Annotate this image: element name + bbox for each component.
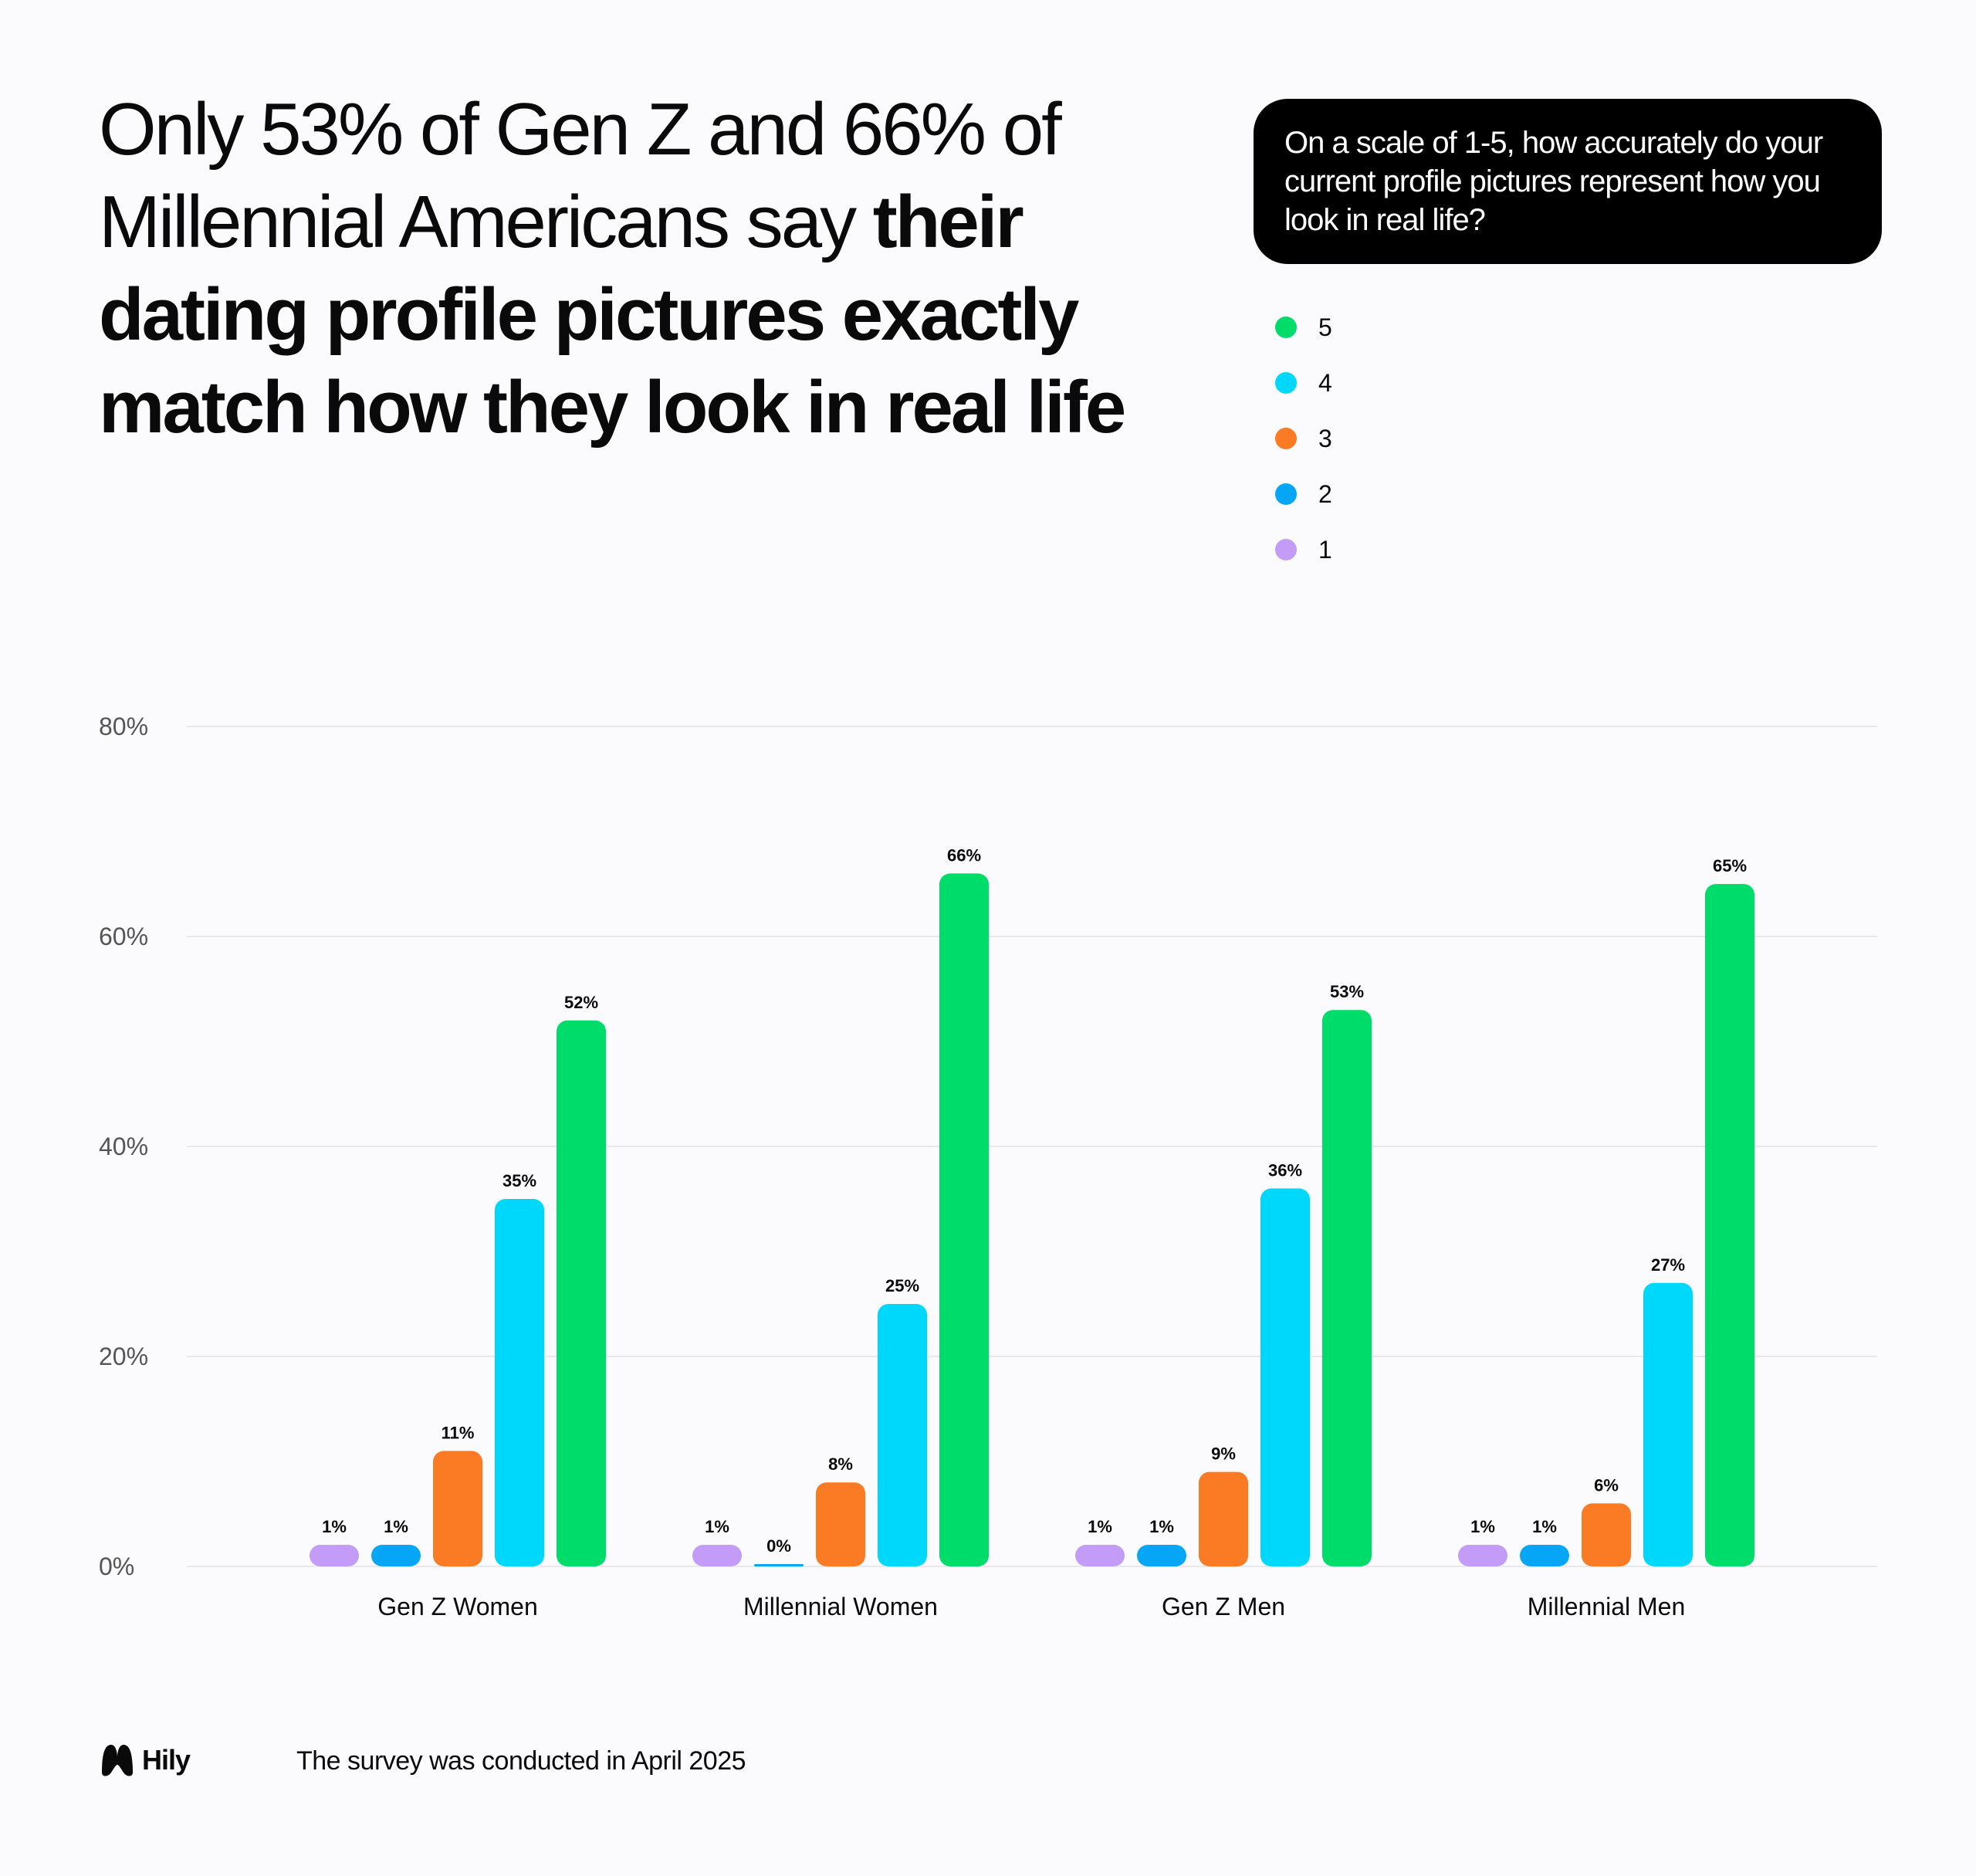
legend-label-3: 3	[1318, 424, 1332, 452]
hily-logo-icon	[102, 1745, 133, 1776]
data-label: 1%	[705, 1517, 729, 1536]
data-label: 6%	[1594, 1475, 1619, 1495]
bar	[310, 1545, 359, 1566]
y-tick-label: 0%	[99, 1553, 134, 1580]
survey-note: The survey was conducted in April 2025	[296, 1746, 746, 1776]
bar	[1458, 1545, 1507, 1566]
data-label: 53%	[1330, 982, 1364, 1001]
data-label: 36%	[1268, 1160, 1302, 1180]
bar	[816, 1482, 865, 1566]
category-label: Gen Z Men	[1162, 1593, 1285, 1620]
question-box: On a scale of 1-5, how accurately do you…	[1254, 99, 1882, 264]
y-tick-label: 20%	[99, 1343, 148, 1370]
legend-label-4: 4	[1318, 368, 1332, 397]
data-label: 65%	[1713, 856, 1747, 875]
data-label: 52%	[564, 993, 598, 1012]
bar	[371, 1545, 421, 1566]
headline-bold: their dating profile pictures exactly ma…	[99, 181, 1126, 449]
data-label: 1%	[1149, 1517, 1174, 1536]
legend-item-4: 4	[1275, 355, 1332, 411]
bar-chart: 0% 20% 40% 60% 80% 1% 1% 11% 35% 52% Gen Z Women 1%…	[99, 713, 1877, 1620]
bar	[754, 1564, 804, 1566]
y-tick-label: 60%	[99, 923, 148, 950]
legend-item-1: 1	[1275, 522, 1332, 577]
legend-label-2: 2	[1318, 479, 1332, 508]
headline: Only 53% of Gen Z and 66% of Millennial …	[99, 83, 1210, 454]
data-label: 0%	[766, 1536, 791, 1556]
legend-item-3: 3	[1275, 411, 1332, 466]
bar	[692, 1545, 742, 1566]
data-label: 9%	[1211, 1444, 1236, 1464]
category-label: Gen Z Women	[377, 1593, 537, 1620]
legend-item-5: 5	[1275, 300, 1332, 355]
bar	[1199, 1471, 1248, 1566]
legend-dot-4	[1275, 372, 1297, 394]
category-label: Millennial Men	[1528, 1593, 1686, 1620]
data-label: 25%	[885, 1276, 919, 1295]
bar	[1322, 1010, 1372, 1566]
legend-label-5: 5	[1318, 313, 1332, 341]
legend-dot-5	[1275, 317, 1297, 338]
bar	[1520, 1545, 1569, 1566]
data-label: 27%	[1651, 1255, 1685, 1275]
bar	[557, 1020, 606, 1566]
bar	[1260, 1188, 1310, 1566]
data-label: 1%	[384, 1517, 408, 1536]
bar	[1075, 1545, 1125, 1566]
legend-dot-1	[1275, 539, 1297, 560]
category-label: Millennial Women	[743, 1593, 938, 1620]
y-tick-label: 80%	[99, 713, 148, 740]
legend: 5 4 3 2 1	[1275, 300, 1332, 577]
brand-name: Hily	[142, 1744, 191, 1776]
data-label: 1%	[322, 1517, 347, 1536]
legend-dot-3	[1275, 428, 1297, 449]
data-label: 8%	[828, 1454, 853, 1474]
legend-item-2: 2	[1275, 466, 1332, 522]
bar	[1137, 1545, 1186, 1566]
data-label: 35%	[502, 1171, 536, 1190]
bar	[1582, 1503, 1631, 1566]
data-label: 1%	[1532, 1517, 1557, 1536]
data-label: 66%	[947, 845, 981, 865]
data-label: 1%	[1088, 1517, 1112, 1536]
y-tick-label: 40%	[99, 1133, 148, 1160]
legend-label-1: 1	[1318, 535, 1332, 564]
brand-logo: Hily	[99, 1742, 191, 1779]
bar	[1643, 1282, 1693, 1566]
bar	[878, 1304, 927, 1566]
bar	[495, 1199, 544, 1566]
bar	[1705, 884, 1754, 1566]
bar	[939, 873, 989, 1566]
data-label: 11%	[442, 1423, 475, 1442]
bar	[433, 1451, 482, 1566]
legend-dot-2	[1275, 483, 1297, 505]
data-label: 1%	[1470, 1517, 1495, 1536]
headline-regular: Only 53% of Gen Z and 66% of Millennial …	[99, 88, 1062, 263]
question-text: On a scale of 1-5, how accurately do you…	[1284, 126, 1823, 237]
